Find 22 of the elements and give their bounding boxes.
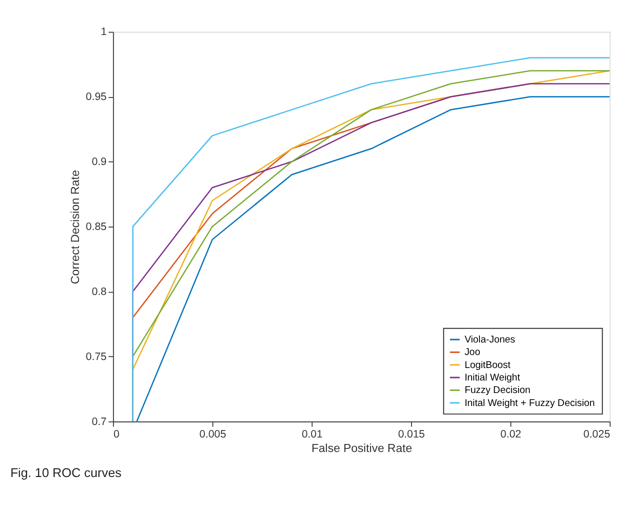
legend-label: Initial Weight	[464, 372, 520, 384]
legend-label: Joo	[464, 347, 480, 358]
y-tick-label: 0.9	[92, 156, 107, 168]
legend-label: LogitBoost	[464, 360, 511, 371]
x-tick-label: 0.025	[583, 428, 610, 440]
y-tick-label: 0.95	[86, 91, 107, 104]
x-axis-title: False Positive Rate	[312, 442, 412, 456]
x-tick-label: 0.005	[199, 428, 226, 440]
x-tick-label: 0.02	[500, 428, 522, 440]
y-tick-label: 0.85	[86, 220, 107, 233]
x-tick-label: 0.01	[302, 428, 323, 440]
legend-label: Inital Weight + Fuzzy Decision	[464, 398, 595, 409]
x-tick-label: 0.015	[398, 428, 425, 440]
y-axis-title: Correct Decision Rate	[68, 170, 82, 284]
y-tick-label: 0.7	[92, 416, 107, 428]
y-tick-label: 0.8	[92, 286, 107, 298]
y-tick-label: 0.75	[86, 350, 107, 363]
caption: Fig. 10 ROC curves	[10, 466, 122, 480]
legend-label: Fuzzy Decision	[464, 385, 530, 396]
x-tick-label: 0	[113, 428, 120, 440]
y-tick-label: 1	[100, 26, 107, 38]
legend-label: Viola-Jones	[464, 334, 516, 346]
